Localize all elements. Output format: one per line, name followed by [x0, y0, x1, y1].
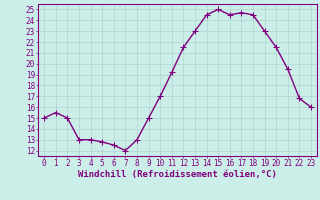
X-axis label: Windchill (Refroidissement éolien,°C): Windchill (Refroidissement éolien,°C)	[78, 170, 277, 179]
